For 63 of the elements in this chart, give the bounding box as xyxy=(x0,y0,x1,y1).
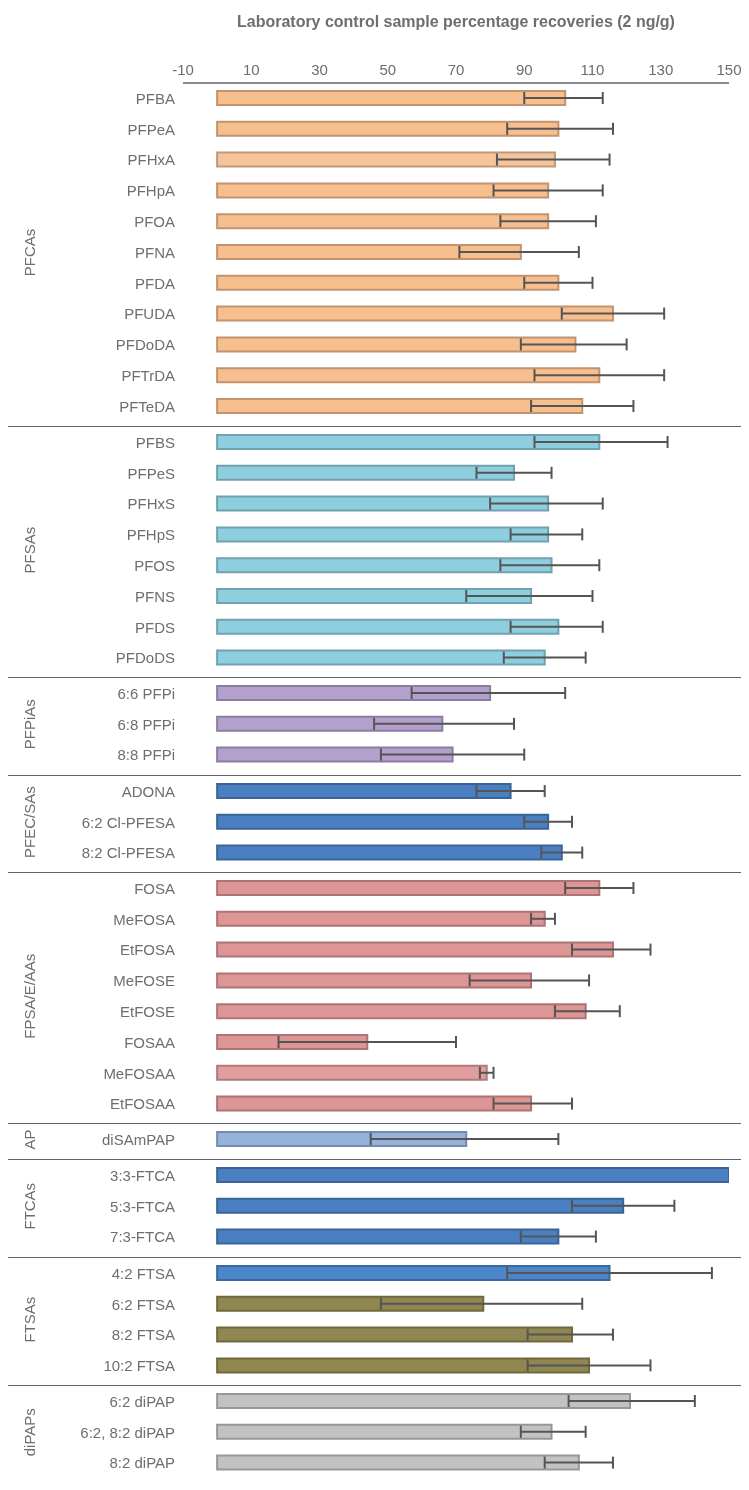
y-tick-label: EtFOSE xyxy=(120,1002,176,1020)
x-tick-label: 50 xyxy=(379,61,397,78)
y-tick-label: 6:6 PFPi xyxy=(117,684,176,702)
x-tick-label: 90 xyxy=(515,61,533,78)
y-tick-label: MeFOSAA xyxy=(103,1064,176,1082)
y-tick-label: ADONA xyxy=(121,782,176,800)
x-axis-title: Laboratory control sample percentage recoveries (2 ng/g) xyxy=(237,13,675,31)
y-tick-label: 6:2 diPAP xyxy=(109,1392,176,1410)
y-tick-label: PFUDA xyxy=(124,305,175,323)
y-tick-label: EtFOSAA xyxy=(110,1095,176,1113)
y-tick-label: 3:3-FTCA xyxy=(110,1166,176,1184)
y-tick-label: PFBA xyxy=(135,89,175,107)
y-tick-label: 8:2 diPAP xyxy=(109,1454,176,1472)
x-tick-label: 130 xyxy=(648,61,674,78)
y-tick-label: PFHxS xyxy=(127,495,176,513)
y-tick-label: PFNA xyxy=(135,243,175,261)
y-tick-label: PFOA xyxy=(134,212,175,230)
x-tick-label: -10 xyxy=(172,61,194,78)
y-tick-label: 10:2 FTSA xyxy=(103,1356,176,1374)
y-tick-label: PFDA xyxy=(135,274,175,292)
y-tick-label: PFTeDA xyxy=(119,397,175,415)
y-tick-label: MeFOSE xyxy=(113,972,176,990)
y-axis-title: FTCAs xyxy=(21,1183,39,1230)
y-tick-label: diSAmPAP xyxy=(102,1131,176,1149)
y-tick-label: PFOS xyxy=(134,556,176,574)
y-tick-label: PFHpS xyxy=(126,525,176,543)
y-tick-label: PFDoDA xyxy=(115,336,175,354)
x-tick-label: 70 xyxy=(447,61,465,78)
y-axis-title: AP xyxy=(21,1129,39,1150)
y-tick-label: PFPeS xyxy=(127,464,176,482)
y-tick-label: 8:2 FTSA xyxy=(111,1325,176,1343)
y-tick-label: PFNS xyxy=(135,587,176,605)
x-tick-label: 30 xyxy=(311,61,328,78)
y-axis-title: PFPiAs xyxy=(21,699,39,750)
y-tick-label: FOSAA xyxy=(124,1033,176,1051)
y-axis-title: diPAPs xyxy=(21,1407,39,1456)
y-tick-label: PFDS xyxy=(135,618,176,636)
y-tick-label: PFHxA xyxy=(127,151,175,169)
y-tick-label: 8:2 Cl-PFESA xyxy=(81,843,176,861)
y-tick-label: 6:2 FTSA xyxy=(111,1295,176,1313)
y-tick-label: 8:8 PFPi xyxy=(117,746,176,764)
x-tick-label: 150 xyxy=(716,61,742,78)
y-tick-label: 6:2 Cl-PFESA xyxy=(81,813,176,831)
y-tick-label: 6:2, 8:2 diPAP xyxy=(80,1423,176,1441)
y-tick-label: PFPeA xyxy=(127,120,175,138)
y-tick-label: EtFOSA xyxy=(120,941,176,959)
y-tick-label: PFHpA xyxy=(126,182,176,200)
y-axis-title: PFEC/SAs xyxy=(21,785,39,858)
y-tick-label: FOSA xyxy=(134,879,176,897)
y-axis-title: PFSAs xyxy=(21,526,39,574)
y-tick-label: 5:3-FTCA xyxy=(110,1197,176,1215)
y-axis-title: PFCAs xyxy=(21,228,39,277)
y-tick-label: MeFOSA xyxy=(113,910,176,928)
y-tick-label: 4:2 FTSA xyxy=(111,1264,176,1282)
y-axis-title: FPSA/E/AAs xyxy=(21,953,39,1039)
y-tick-label: PFTrDA xyxy=(121,366,175,384)
y-axis-title: FTSAs xyxy=(21,1296,39,1343)
y-tick-label: PFDoDS xyxy=(115,649,176,667)
x-tick-label: 110 xyxy=(580,61,605,78)
x-tick-label: 10 xyxy=(242,61,260,78)
y-tick-label: 6:8 PFPi xyxy=(117,715,176,733)
y-tick-label: 7:3-FTCA xyxy=(110,1228,176,1246)
y-tick-label: PFBS xyxy=(135,433,176,451)
